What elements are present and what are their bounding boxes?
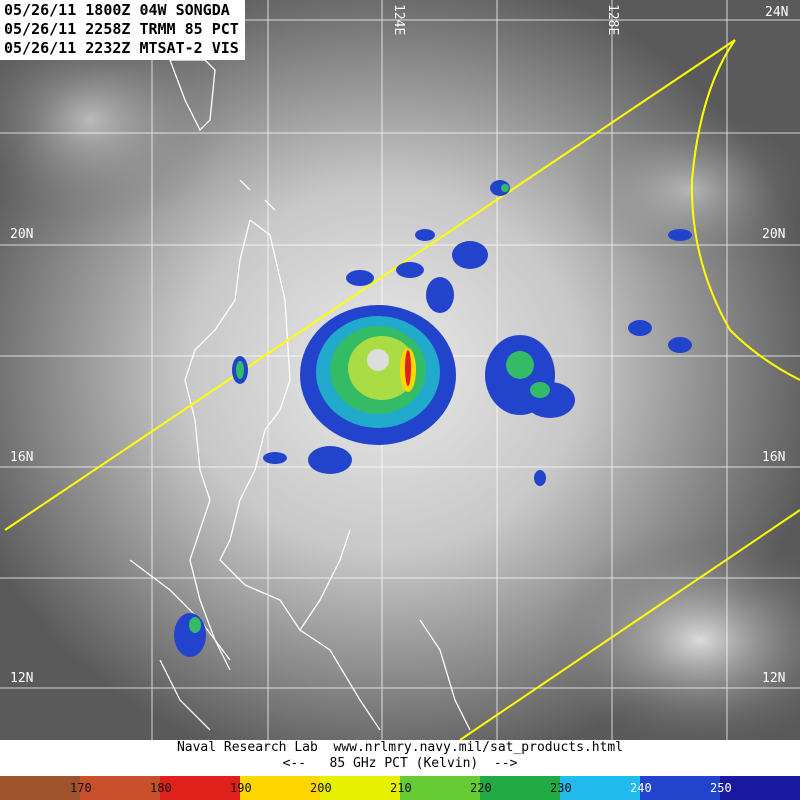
lat-label-left-0: 20N [10, 227, 33, 242]
color-seg-4: 200 [310, 776, 400, 800]
tick-170: 170 [70, 781, 92, 795]
scale-title: <-- 85 GHz PCT (Kelvin) --> [282, 756, 518, 771]
color-seg-2: 180 [150, 776, 240, 800]
lat-label-left-1: 16N [10, 450, 33, 465]
lat-label-right-1: 16N [762, 450, 785, 465]
header-line-3: 05/26/11 2232Z MTSAT-2 VIS [4, 39, 239, 57]
color-seg-7: 230 [550, 776, 640, 800]
lon-label-0: 124E [391, 4, 406, 35]
image-header: 05/26/11 1800Z 04W SONGDA 05/26/11 2258Z… [0, 0, 245, 60]
lon-label-1: 128E [605, 4, 620, 35]
credit-line: Naval Research Lab www.nrlmry.navy.mil/s… [176, 740, 624, 755]
typhoon-core [300, 305, 456, 445]
trmm-swath-boundary [4, 39, 800, 740]
color-seg-1: 170 [70, 776, 160, 800]
header-line-2: 05/26/11 2258Z TRMM 85 PCT [4, 20, 239, 38]
color-seg-0 [0, 776, 80, 800]
tick-180: 180 [150, 781, 172, 795]
lat-label-right-0: 20N [762, 227, 785, 242]
footer: Naval Research Lab www.nrlmry.navy.mil/s… [0, 740, 800, 776]
color-seg-3: 190 [230, 776, 320, 800]
tick-190: 190 [230, 781, 252, 795]
lat-labels-left: 20N 16N 12N [10, 227, 33, 686]
satellite-map: 20N 16N 12N 20N 16N 12N 124E 128E 24N [0, 0, 800, 740]
tick-230: 230 [550, 781, 572, 795]
tick-200: 200 [310, 781, 332, 795]
tick-210: 210 [390, 781, 412, 795]
cloud-bank-northeast [570, 110, 800, 270]
color-seg-6: 220 [470, 776, 560, 800]
tick-220: 220 [470, 781, 492, 795]
color-scale-bar: 170 180 190 200 210 220 230 240 250 [0, 776, 800, 800]
color-seg-9: 250 [710, 776, 800, 800]
color-seg-5: 210 [390, 776, 480, 800]
tick-250: 250 [710, 781, 732, 795]
tick-240: 240 [630, 781, 652, 795]
header-line-1: 05/26/11 1800Z 04W SONGDA [4, 1, 230, 19]
corner-lat-label: 24N [765, 5, 788, 20]
map-canvas: 20N 16N 12N 20N 16N 12N 124E 128E 24N [0, 0, 800, 740]
rain-band-highlights [189, 184, 550, 633]
lat-labels-right: 20N 16N 12N [762, 227, 785, 686]
lat-label-right-2: 12N [762, 671, 785, 686]
lat-label-left-2: 12N [10, 671, 33, 686]
color-seg-8: 240 [630, 776, 720, 800]
